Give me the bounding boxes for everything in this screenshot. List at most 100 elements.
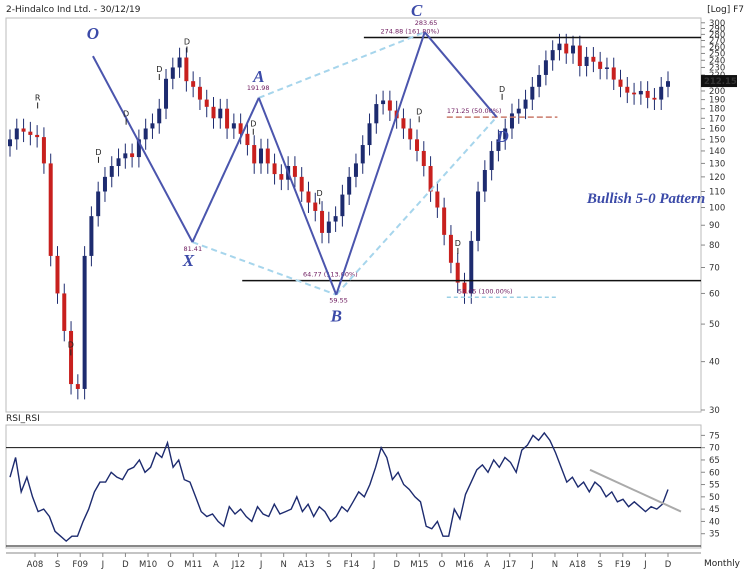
- candle-body: [123, 153, 128, 159]
- price-tick-label: 60: [709, 289, 720, 299]
- rsi-tick-label: 55: [709, 481, 720, 491]
- point-value-label: 191.98: [247, 84, 270, 92]
- candle-body: [109, 166, 114, 177]
- candle-body: [455, 262, 460, 283]
- candle-body: [367, 123, 372, 146]
- point-value-label: 283.65: [415, 19, 438, 27]
- candle-body: [387, 100, 392, 111]
- candle-body: [225, 108, 230, 129]
- candle-body: [666, 81, 670, 87]
- pattern-point-x: X: [182, 251, 195, 270]
- candle-body: [48, 163, 53, 256]
- candle-body: [469, 240, 474, 294]
- x-tick-label: A: [484, 560, 490, 570]
- x-tick-label: F09: [72, 560, 88, 570]
- x-tick-label: J: [530, 560, 534, 570]
- x-tick-label: J: [259, 560, 263, 570]
- candle-body: [523, 99, 528, 109]
- chart-title: 2-Hindalco Ind Ltd. - 30/12/19: [6, 5, 141, 15]
- price-tick-label: 140: [709, 147, 725, 157]
- candle-body: [530, 86, 535, 100]
- candle-body: [28, 131, 33, 135]
- candle-body: [659, 86, 664, 100]
- pattern-point-o: O: [87, 24, 99, 43]
- pattern-point-b: B: [330, 307, 342, 326]
- price-tick-label: 270: [709, 36, 725, 46]
- divergence-marker: D: [184, 38, 190, 47]
- period-label: Monthly: [703, 559, 740, 569]
- pattern-layer: 274.88 (161.80%) 171.25 (50.00%) 64.77 (11…: [35, 1, 705, 356]
- candle-body: [82, 255, 87, 389]
- candle-body: [591, 56, 596, 62]
- candle-body: [306, 191, 311, 203]
- candle-body: [537, 74, 542, 87]
- rsi-tick-label: 35: [709, 530, 720, 540]
- candle-body: [476, 191, 481, 241]
- candle-body: [184, 57, 189, 82]
- candle-body: [442, 207, 447, 235]
- candle-body: [136, 139, 141, 158]
- x-tick-label: O: [167, 560, 174, 570]
- divergence-marker: D: [317, 189, 323, 198]
- x-tick-label: A: [213, 560, 219, 570]
- candle-body: [496, 139, 501, 151]
- price-tick-label: 230: [709, 63, 725, 73]
- pattern-leg-line: [335, 31, 426, 296]
- pattern-point-c: C: [411, 1, 423, 20]
- price-tick-label: 120: [709, 173, 725, 183]
- x-tick-label: M16: [455, 560, 473, 570]
- candle-body: [462, 282, 467, 294]
- candle-body: [231, 123, 236, 129]
- candle-body: [598, 61, 603, 69]
- rsi-tick-label: 65: [709, 456, 720, 466]
- candle-body: [130, 153, 135, 158]
- price-tick-label: 240: [709, 56, 725, 66]
- candle-body: [421, 150, 426, 167]
- rsi-tick-label: 75: [709, 431, 720, 441]
- candle-body: [577, 45, 582, 67]
- candle-body: [191, 81, 196, 87]
- divergence-marker: D: [156, 65, 162, 74]
- candle-body: [489, 150, 494, 171]
- price-tick-label: 70: [709, 264, 720, 274]
- candles-layer: [8, 33, 670, 400]
- price-tick-label: 150: [709, 135, 725, 145]
- price-tick-label: 80: [709, 241, 720, 251]
- candle-body: [415, 139, 420, 151]
- x-tick-label: M15: [410, 560, 428, 570]
- level-label: 171.25 (50.00%): [447, 107, 502, 115]
- last-price-label: 212.15: [704, 77, 737, 87]
- candle-body: [218, 108, 223, 119]
- x-tick-label: A18: [569, 560, 586, 570]
- pattern-leg-line: [257, 97, 338, 296]
- candle-body: [116, 158, 121, 167]
- candle-body: [333, 216, 338, 222]
- x-tick-label: J12: [231, 560, 245, 570]
- candle-body: [584, 56, 589, 67]
- candle-body: [143, 128, 148, 140]
- divergence-marker: D: [250, 120, 256, 129]
- level-label: 274.88 (161.80%): [380, 27, 439, 35]
- candle-body: [279, 174, 284, 180]
- candle-body: [516, 108, 521, 114]
- x-tick-label: J17: [502, 560, 516, 570]
- candle-body: [75, 384, 80, 389]
- point-value-label: 81.41: [183, 245, 202, 253]
- candle-body: [197, 86, 202, 100]
- candle-body: [604, 67, 609, 69]
- candle-body: [313, 202, 318, 211]
- x-tick-label: M11: [184, 560, 202, 570]
- candle-body: [62, 293, 67, 331]
- price-tick-label: 40: [709, 358, 720, 368]
- last-price-box: [701, 75, 737, 88]
- price-tick-label: 170: [709, 114, 725, 124]
- candle-body: [543, 60, 548, 75]
- candle-body: [245, 133, 250, 146]
- rsi-tick-label: 50: [709, 493, 720, 503]
- price-tick-label: 190: [709, 96, 725, 106]
- candle-body: [238, 123, 243, 134]
- x-tick-label: M10: [139, 560, 157, 570]
- x-tick-label: F19: [615, 560, 631, 570]
- candle-body: [292, 166, 297, 177]
- price-tick-label: 200: [709, 87, 725, 97]
